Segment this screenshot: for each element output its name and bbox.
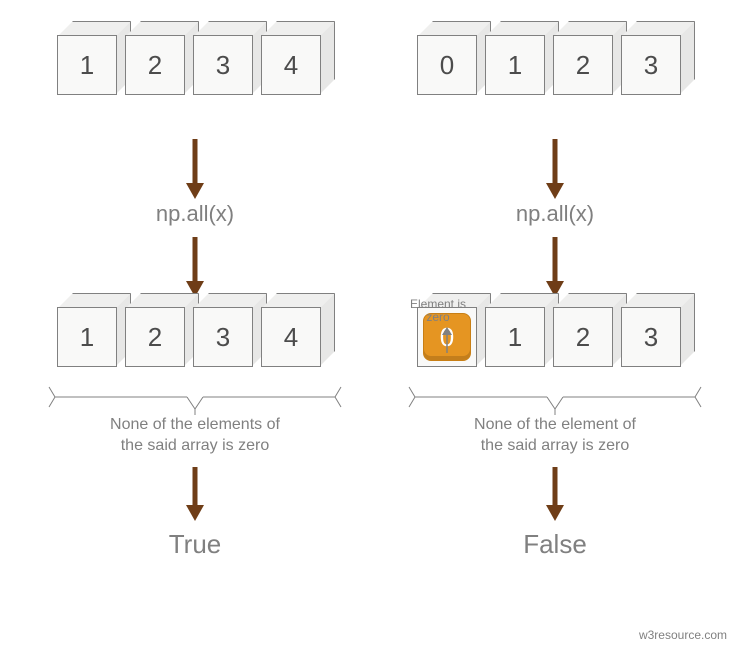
array-cell: 0 <box>417 35 477 95</box>
arrow-down-icon <box>543 467 567 523</box>
right-column: 0 1 2 3 np.all(x) 0 1 <box>380 0 730 560</box>
arrow-down-icon <box>183 139 207 201</box>
right-top-array: 0 1 2 3 <box>417 35 693 135</box>
array-cell: 1 <box>57 35 117 95</box>
result-label: True <box>169 529 222 560</box>
array-cell: 2 <box>553 35 613 95</box>
arrow-down-icon <box>183 237 207 299</box>
caption: None of the element of the said array is… <box>474 415 636 457</box>
arrow-down-icon <box>543 139 567 201</box>
array-cell: 2 <box>125 307 185 367</box>
result-label: False <box>523 529 587 560</box>
array-cell: 1 <box>485 35 545 95</box>
array-cell: 2 <box>553 307 613 367</box>
function-label: np.all(x) <box>516 201 594 227</box>
array-cell: 1 <box>57 307 117 367</box>
arrow-down-icon <box>543 237 567 299</box>
function-label: np.all(x) <box>156 201 234 227</box>
array-cell: 2 <box>125 35 185 95</box>
arrow-up-icon <box>440 327 454 353</box>
left-column: 1 2 3 4 np.all(x) 1 2 <box>20 0 370 560</box>
array-cell: 4 <box>261 307 321 367</box>
array-cell: 3 <box>193 35 253 95</box>
caption: None of the elements of the said array i… <box>110 415 280 457</box>
zero-note: Element is zero <box>398 298 478 324</box>
array-cell: 1 <box>485 307 545 367</box>
arrow-down-icon <box>183 467 207 523</box>
array-cell: 3 <box>193 307 253 367</box>
array-cell: 4 <box>261 35 321 95</box>
attribution: w3resource.com <box>639 628 727 642</box>
array-cell: 3 <box>621 307 681 367</box>
array-cell: 3 <box>621 35 681 95</box>
left-top-array: 1 2 3 4 <box>57 35 333 135</box>
left-bottom-array: 1 2 3 4 <box>57 307 333 407</box>
